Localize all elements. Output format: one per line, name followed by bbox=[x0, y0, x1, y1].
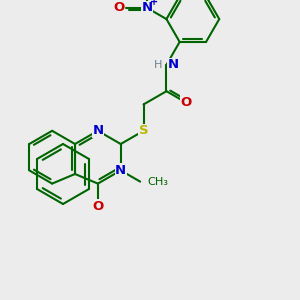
Text: O: O bbox=[92, 200, 103, 212]
Text: O: O bbox=[113, 2, 124, 14]
Text: CH₃: CH₃ bbox=[148, 177, 169, 187]
Text: N: N bbox=[115, 164, 126, 177]
Text: H: H bbox=[154, 60, 163, 70]
Text: N: N bbox=[142, 2, 153, 14]
Text: +: + bbox=[150, 0, 158, 8]
Text: S: S bbox=[139, 124, 148, 137]
Text: O: O bbox=[180, 96, 191, 109]
Text: N: N bbox=[168, 58, 179, 71]
Text: N: N bbox=[92, 124, 104, 137]
